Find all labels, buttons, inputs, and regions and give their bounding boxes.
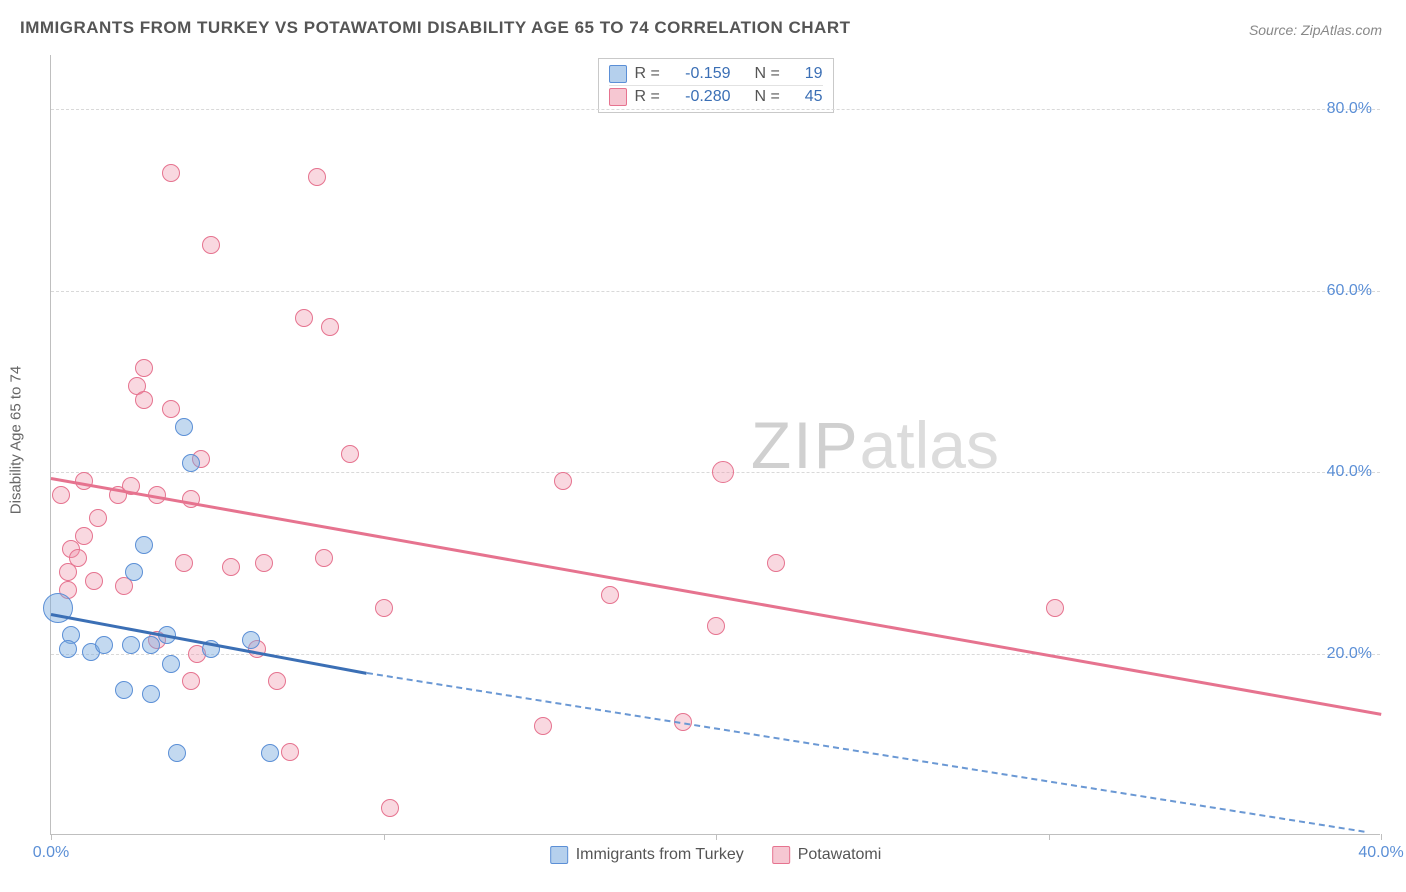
scatter-point-potawatomi	[534, 717, 552, 735]
stats-n-value-turkey: 19	[791, 65, 823, 83]
legend-label-potawatomi: Potawatomi	[798, 846, 882, 864]
stats-n-label: N =	[755, 88, 783, 106]
x-tick	[1381, 834, 1382, 840]
x-tick-label: 40.0%	[1358, 844, 1403, 862]
scatter-point-potawatomi	[601, 586, 619, 604]
x-tick-label: 0.0%	[33, 844, 69, 862]
gridline	[51, 291, 1380, 292]
scatter-point-turkey	[142, 636, 160, 654]
legend-swatch-turkey	[609, 65, 627, 83]
y-axis-label: Disability Age 65 to 74	[8, 366, 25, 514]
scatter-point-turkey	[95, 636, 113, 654]
scatter-point-potawatomi	[202, 236, 220, 254]
scatter-point-turkey	[261, 744, 279, 762]
x-tick	[1049, 834, 1050, 840]
scatter-point-potawatomi	[182, 490, 200, 508]
bottom-legend: Immigrants from Turkey Potawatomi	[550, 846, 882, 864]
scatter-point-potawatomi	[222, 558, 240, 576]
stats-row-potawatomi: R = -0.280 N = 45	[609, 85, 823, 108]
scatter-point-potawatomi	[315, 549, 333, 567]
scatter-point-potawatomi	[75, 527, 93, 545]
scatter-point-turkey	[242, 631, 260, 649]
source-label: Source:	[1249, 22, 1297, 38]
scatter-point-turkey	[168, 744, 186, 762]
scatter-point-turkey	[59, 640, 77, 658]
stats-r-value-potawatomi: -0.280	[671, 88, 731, 106]
scatter-point-turkey	[182, 454, 200, 472]
scatter-point-potawatomi	[175, 554, 193, 572]
scatter-plot-area: ZIPatlas R =-0.159N =19R =-0.280N =45 Im…	[50, 55, 1380, 835]
scatter-point-potawatomi	[182, 672, 200, 690]
scatter-point-potawatomi	[341, 445, 359, 463]
scatter-point-potawatomi	[381, 799, 399, 817]
legend-item-turkey: Immigrants from Turkey	[550, 846, 744, 864]
scatter-point-potawatomi	[707, 617, 725, 635]
legend-item-potawatomi: Potawatomi	[772, 846, 882, 864]
scatter-point-potawatomi	[308, 168, 326, 186]
scatter-point-turkey	[115, 681, 133, 699]
chart-title: IMMIGRANTS FROM TURKEY VS POTAWATOMI DIS…	[20, 18, 851, 38]
source-attribution: Source: ZipAtlas.com	[1249, 22, 1382, 38]
scatter-point-potawatomi	[69, 549, 87, 567]
y-tick-label: 80.0%	[1327, 100, 1372, 118]
scatter-point-potawatomi	[321, 318, 339, 336]
legend-swatch-turkey	[550, 846, 568, 864]
x-tick	[51, 834, 52, 840]
legend-swatch-potawatomi	[772, 846, 790, 864]
scatter-point-potawatomi	[162, 400, 180, 418]
scatter-point-potawatomi	[281, 743, 299, 761]
correlation-stats-box: R = -0.159 N = 19 R = -0.280 N = 45	[598, 58, 834, 113]
scatter-point-turkey	[122, 636, 140, 654]
gridline	[51, 109, 1380, 110]
scatter-point-turkey	[175, 418, 193, 436]
trend-line-potawatomi	[51, 477, 1381, 715]
scatter-point-potawatomi	[135, 391, 153, 409]
scatter-point-turkey	[135, 536, 153, 554]
scatter-point-potawatomi	[85, 572, 103, 590]
scatter-point-potawatomi	[268, 672, 286, 690]
stats-r-label: R =	[635, 88, 663, 106]
stats-row-turkey: R = -0.159 N = 19	[609, 63, 823, 85]
stats-r-value-turkey: -0.159	[671, 65, 731, 83]
legend-swatch-potawatomi	[609, 88, 627, 106]
scatter-point-turkey	[142, 685, 160, 703]
scatter-point-potawatomi	[135, 359, 153, 377]
legend-label-turkey: Immigrants from Turkey	[576, 846, 744, 864]
scatter-point-potawatomi	[255, 554, 273, 572]
watermark-atlas: atlas	[860, 408, 999, 482]
scatter-point-potawatomi	[295, 309, 313, 327]
stats-n-label: N =	[755, 65, 783, 83]
scatter-point-turkey	[125, 563, 143, 581]
y-tick-label: 20.0%	[1327, 645, 1372, 663]
scatter-point-potawatomi	[162, 164, 180, 182]
scatter-point-potawatomi	[375, 599, 393, 617]
scatter-point-potawatomi	[52, 486, 70, 504]
watermark: ZIPatlas	[751, 407, 999, 483]
trend-line-turkey-extrapolated	[367, 672, 1365, 833]
x-tick	[716, 834, 717, 840]
watermark-zip: ZIP	[751, 408, 860, 482]
stats-n-value-potawatomi: 45	[791, 88, 823, 106]
scatter-point-potawatomi	[712, 461, 734, 483]
y-tick-label: 40.0%	[1327, 463, 1372, 481]
source-value: ZipAtlas.com	[1301, 22, 1382, 38]
scatter-point-potawatomi	[89, 509, 107, 527]
stats-r-label: R =	[635, 65, 663, 83]
scatter-point-potawatomi	[767, 554, 785, 572]
scatter-point-potawatomi	[1046, 599, 1064, 617]
scatter-point-potawatomi	[554, 472, 572, 490]
x-tick	[384, 834, 385, 840]
y-tick-label: 60.0%	[1327, 282, 1372, 300]
scatter-point-turkey	[162, 655, 180, 673]
